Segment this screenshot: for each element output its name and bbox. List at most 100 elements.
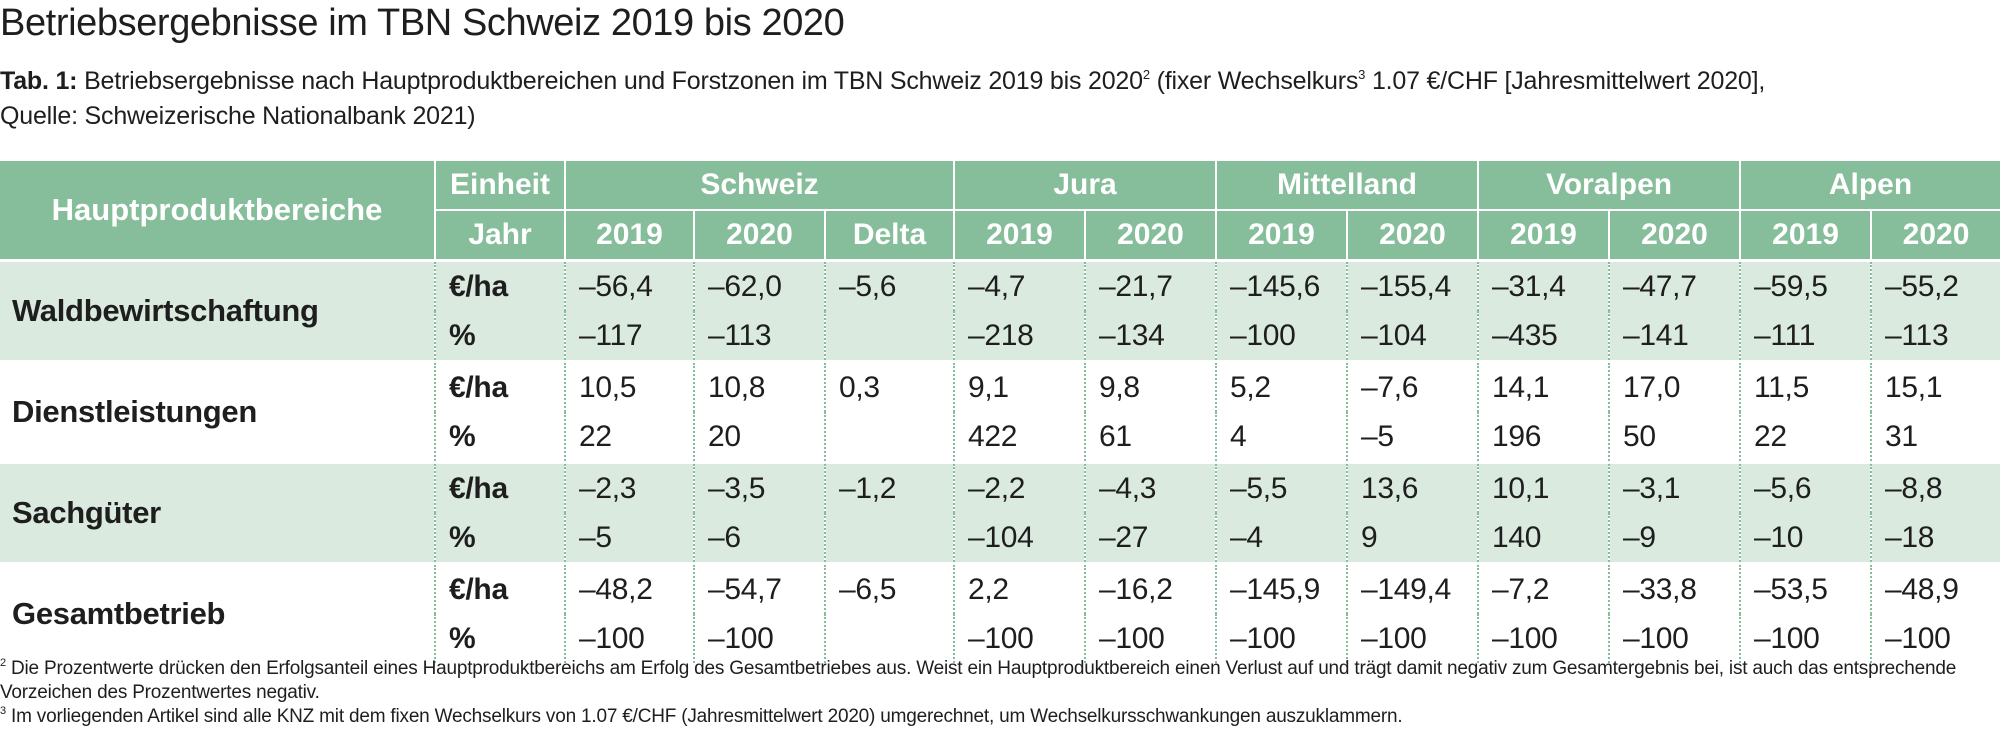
value-cell: –4 (1215, 513, 1347, 564)
footnote-ref-3: 3 (1358, 67, 1366, 82)
value-cell: –3,1 (1607, 461, 1741, 513)
unit-cell: % (434, 513, 565, 564)
value-cell (824, 513, 954, 564)
table-caption: Tab. 1: Betriebsergebnisse nach Hauptpro… (0, 64, 1990, 134)
header-zone-mittelland: Mittelland (1215, 161, 1478, 210)
value-cell: –18 (1870, 513, 2000, 564)
value-cell (824, 412, 954, 463)
value-cell: –100 (693, 614, 825, 663)
value-cell: 196 (1477, 412, 1609, 463)
value-cell: 10,5 (564, 360, 694, 412)
footnote-number: 2 (0, 657, 6, 669)
unit-cell: €/ha (434, 360, 565, 412)
table-row: % 22 20 422 61 4 –5 196 50 22 31 (0, 412, 2000, 463)
value-cell: –6 (693, 513, 825, 564)
caption-text-2: (fixer Wechselkurs (1156, 67, 1359, 95)
value-cell: –113 (693, 311, 825, 362)
value-cell: 13,6 (1346, 461, 1478, 513)
value-cell: –100 (1084, 614, 1216, 663)
table-row: Sachgüter €/ha –2,3 –3,5 –1,2 –2,2 –4,3 –5,5 13,… (0, 461, 2000, 564)
value-cell: –9 (1607, 513, 1741, 564)
value-cell: –5,5 (1215, 461, 1347, 513)
caption-source: Quelle: Schweizerische Nationalbank 2021… (0, 102, 476, 130)
value-cell: –141 (1607, 311, 1741, 362)
product-area-label: Sachgüter (0, 461, 435, 564)
header-year: 2019 (1477, 209, 1609, 261)
value-cell: 20 (693, 412, 825, 463)
value-cell: –31,4 (1477, 259, 1609, 311)
value-cell: –56,4 (564, 259, 694, 311)
value-cell: 0,3 (824, 360, 954, 412)
value-cell: 15,1 (1870, 360, 2000, 412)
header-year: 2020 (1084, 209, 1216, 261)
footnote-ref-2: 2 (1142, 67, 1150, 82)
value-cell: 9,8 (1084, 360, 1216, 412)
value-cell (824, 311, 954, 362)
table-row: Waldbewirtschaftung €/ha –56,4 –62,0 –5,6 –4,… (0, 259, 2000, 362)
value-cell: 9 (1346, 513, 1478, 564)
caption-label: Tab. 1: (0, 67, 78, 95)
value-cell: –7,2 (1477, 562, 1609, 614)
table-row: Dienstleistungen €/ha 10,5 10,8 0,3 9,1 9,8 5,2… (0, 360, 2000, 463)
value-cell: 11,5 (1739, 360, 1872, 412)
value-cell: –47,7 (1607, 259, 1741, 311)
value-cell: –55,2 (1870, 259, 2000, 311)
header-einheit: Einheit (434, 161, 565, 210)
value-cell: –104 (953, 513, 1085, 564)
value-cell: –3,5 (693, 461, 825, 513)
header-jahr: Jahr (434, 209, 565, 261)
value-cell: –113 (1870, 311, 2000, 362)
value-cell: –62,0 (693, 259, 825, 311)
footnotes: 2 Die Prozentwerte drücken den Erfolgsan… (0, 657, 1995, 729)
value-cell: –100 (1215, 614, 1347, 663)
footnote-text: Im vorliegenden Artikel sind alle KNZ mi… (11, 706, 1403, 727)
value-cell: 14,1 (1477, 360, 1609, 412)
header-year: 2020 (1870, 209, 2000, 261)
table-row: % –117 –113 –218 –134 –100 –104 –435 –141 –111 –11… (0, 311, 2000, 362)
value-cell: 31 (1870, 412, 2000, 463)
header-year: 2020 (1346, 209, 1478, 261)
value-cell: 5,2 (1215, 360, 1347, 412)
value-cell: 2,2 (953, 562, 1085, 614)
value-cell: –100 (1870, 614, 2000, 663)
value-cell: –134 (1084, 311, 1216, 362)
value-cell: –33,8 (1607, 562, 1741, 614)
footnote-3: 3 Im vorliegenden Artikel sind alle KNZ … (0, 705, 1995, 729)
value-cell: –100 (1346, 614, 1478, 663)
header-year: 2020 (1607, 209, 1741, 261)
value-cell: –6,5 (824, 562, 954, 614)
header-hauptproduktbereiche: Hauptproduktbereiche (0, 161, 435, 261)
unit-cell: €/ha (434, 562, 565, 614)
value-cell: –5 (1346, 412, 1478, 463)
value-cell: –16,2 (1084, 562, 1216, 614)
value-cell: –155,4 (1346, 259, 1478, 311)
value-cell: 10,1 (1477, 461, 1609, 513)
header-row-years: Jahr 2019 2020 Delta 2019 2020 2019 2020… (0, 209, 2000, 261)
value-cell: –5 (564, 513, 694, 564)
unit-cell: % (434, 311, 565, 362)
value-cell: –100 (1739, 614, 1872, 663)
caption-text-1: Betriebsergebnisse nach Hauptproduktbere… (84, 67, 1143, 95)
value-cell: –2,3 (564, 461, 694, 513)
unit-cell: % (434, 412, 565, 463)
table-row: Gesamtbetrieb €/ha –48,2 –54,7 –6,5 2,2 –16,2–… (0, 562, 2000, 663)
value-cell: –2,2 (953, 461, 1085, 513)
header-year: 2020 (693, 209, 825, 261)
value-cell: –53,5 (1739, 562, 1872, 614)
value-cell: –145,9 (1215, 562, 1347, 614)
product-area-label: Dienstleistungen (0, 360, 435, 463)
caption-text-3: 1.07 €/CHF [Jahresmittelwert 2020], (1371, 67, 1766, 95)
value-cell: –100 (564, 614, 694, 663)
value-cell: –54,7 (693, 562, 825, 614)
unit-cell: €/ha (434, 461, 565, 513)
header-delta: Delta (824, 209, 954, 261)
value-cell: –100 (953, 614, 1085, 663)
value-cell: 61 (1084, 412, 1216, 463)
value-cell: 10,8 (693, 360, 825, 412)
value-cell: –10 (1739, 513, 1872, 564)
value-cell: –5,6 (824, 259, 954, 311)
value-cell: 4 (1215, 412, 1347, 463)
value-cell: –7,6 (1346, 360, 1478, 412)
value-cell: –117 (564, 311, 694, 362)
value-cell: –100 (1477, 614, 1609, 663)
